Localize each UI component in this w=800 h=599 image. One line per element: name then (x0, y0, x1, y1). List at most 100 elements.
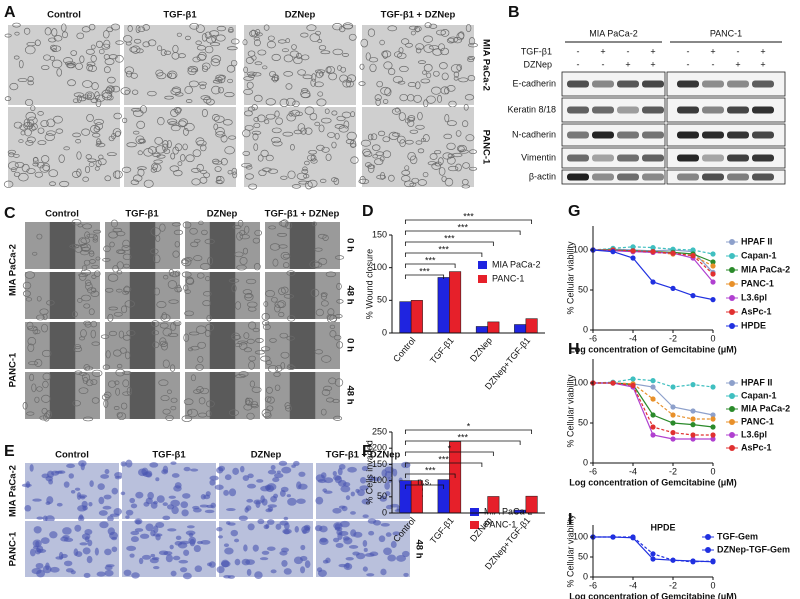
cell (226, 508, 236, 512)
cell (36, 296, 42, 302)
cell (181, 271, 192, 278)
cell (392, 132, 401, 137)
cell (244, 110, 253, 117)
cell (391, 108, 402, 115)
cell (358, 178, 370, 185)
cell (422, 134, 430, 143)
cell (58, 154, 65, 163)
cell (202, 62, 211, 70)
x-tick-label: Control (391, 335, 417, 364)
cell (105, 87, 113, 95)
cell (167, 280, 178, 289)
cell (290, 144, 295, 151)
cell (87, 158, 97, 163)
cell (245, 173, 254, 180)
cell (84, 321, 92, 328)
cell (107, 515, 114, 523)
bar (525, 318, 538, 334)
data-point (690, 247, 696, 253)
x-tick-label: -6 (589, 466, 597, 476)
cell (86, 233, 97, 238)
micrograph (8, 25, 120, 105)
cell (167, 139, 172, 149)
cell (90, 379, 98, 385)
cell (331, 177, 338, 183)
cell (190, 68, 199, 73)
cell (170, 322, 177, 331)
blot-band (567, 80, 589, 88)
blot-band (752, 154, 774, 162)
blot-band (702, 80, 724, 88)
cell (156, 301, 167, 309)
cell (21, 483, 32, 488)
cell (104, 548, 112, 556)
cell (415, 47, 422, 54)
cell (293, 129, 303, 135)
cell (434, 150, 442, 155)
cell (415, 26, 420, 33)
significance-bracket (404, 263, 456, 268)
micrograph (316, 521, 410, 577)
cell (247, 50, 256, 57)
cell (159, 337, 167, 346)
cell (311, 73, 317, 82)
cell (314, 247, 323, 252)
cell (117, 412, 127, 420)
cell (382, 50, 388, 59)
cell (422, 70, 427, 75)
cell (153, 500, 158, 505)
cell (137, 26, 146, 33)
cell (32, 539, 42, 548)
cell (28, 124, 36, 132)
cell (41, 323, 49, 333)
cell (23, 27, 31, 35)
cell (300, 89, 311, 98)
cell (169, 364, 176, 372)
cell (20, 130, 26, 136)
cell (332, 537, 340, 543)
cell (152, 153, 161, 157)
cell (448, 165, 459, 172)
significance-label: *** (425, 255, 436, 265)
cell (193, 255, 203, 262)
cell (337, 467, 343, 476)
cell (216, 566, 225, 574)
data-point (710, 416, 716, 422)
cell (72, 311, 78, 318)
cell (182, 143, 188, 151)
cell (80, 269, 91, 276)
cell (216, 527, 223, 532)
cell (427, 161, 437, 166)
cell (334, 132, 340, 140)
blot-band (727, 106, 749, 114)
cell (286, 494, 291, 498)
cell (465, 24, 472, 33)
cell (145, 497, 153, 505)
cell (462, 179, 469, 186)
significance-bracket (404, 473, 456, 478)
legend-label: PANC-1 (492, 273, 524, 283)
cell (114, 55, 124, 63)
cell (468, 166, 478, 171)
cell (253, 122, 261, 129)
cell (380, 86, 391, 95)
cell (79, 243, 88, 249)
cell (211, 85, 221, 95)
cell (272, 73, 278, 83)
cell (334, 527, 343, 532)
cell (107, 527, 115, 536)
cell (168, 299, 179, 304)
cell (273, 372, 281, 377)
cell (147, 146, 157, 154)
cell (159, 223, 166, 232)
cell (40, 537, 50, 544)
cell (224, 474, 232, 481)
cell (215, 131, 226, 138)
cell (278, 244, 288, 249)
row-label: PANC-1 (8, 531, 19, 566)
cell (272, 477, 280, 483)
cell (250, 29, 256, 37)
cell (102, 364, 111, 370)
cell (367, 518, 377, 524)
cell (384, 491, 391, 497)
